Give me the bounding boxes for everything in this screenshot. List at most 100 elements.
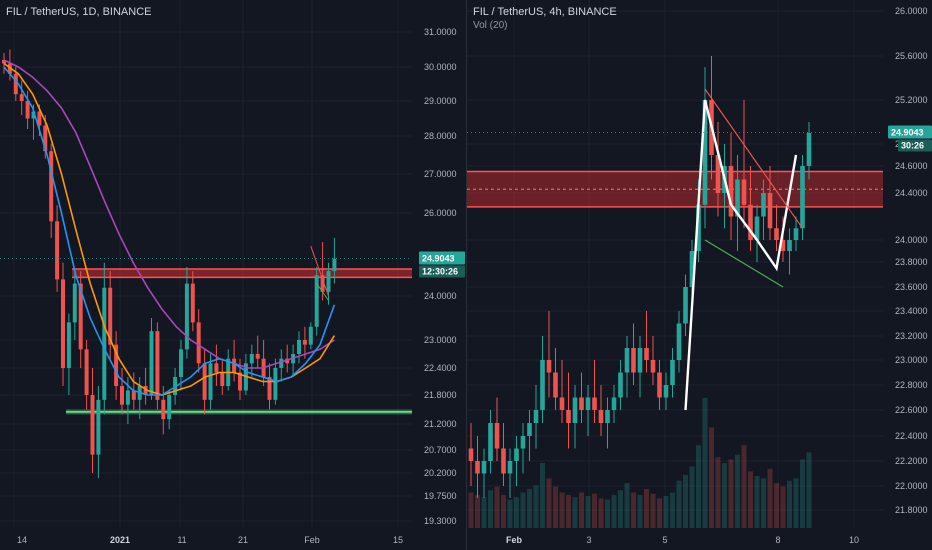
candle-body	[696, 204, 701, 251]
annotation-line	[704, 239, 784, 288]
volume-bar	[761, 478, 766, 528]
x-tick-label: 5	[662, 535, 667, 545]
candle-body	[494, 423, 500, 449]
y-tick-label: 30.0000	[424, 62, 457, 72]
volume-bar	[806, 452, 812, 528]
y-tick-label: 21.8000	[895, 505, 928, 515]
right-chart-svg[interactable]: 26.000025.600025.200024.800024.600024.40…	[467, 0, 932, 550]
candle-body	[663, 385, 669, 398]
volume-bar	[637, 494, 643, 528]
candle-body	[527, 423, 532, 436]
volume-bar	[787, 480, 792, 528]
volume-bar	[780, 486, 786, 528]
candle-body	[55, 221, 60, 280]
left-chart-title: FIL / TetherUS, 1D, BINANCE	[6, 6, 152, 18]
y-tick-label: 19.7500	[424, 491, 457, 501]
y-tick-label: 22.0000	[895, 481, 928, 491]
candle-body	[585, 397, 591, 410]
candle-body	[120, 386, 124, 405]
candle-body	[2, 60, 6, 64]
y-tick-label: 23.0000	[424, 335, 457, 345]
volume-bar	[488, 490, 493, 528]
candle-body	[72, 283, 77, 323]
candle-body	[475, 461, 480, 474]
volume-bar	[514, 497, 519, 528]
volume-bar	[670, 492, 675, 528]
right-chart-panel[interactable]: 26.000025.600025.200024.800024.600024.40…	[467, 0, 932, 550]
x-tick-label: 14	[17, 535, 27, 545]
y-tick-label: 21.8000	[424, 390, 457, 400]
volume-bar	[475, 494, 480, 528]
volume-bar	[501, 494, 506, 528]
candle-body	[25, 101, 30, 119]
y-tick-label: 22.6000	[895, 405, 928, 415]
candle-body	[780, 240, 786, 251]
candle-body	[637, 348, 643, 373]
candle-body	[302, 340, 307, 345]
y-tick-label: 23.0000	[895, 355, 928, 365]
y-tick-label: 26.0000	[424, 208, 457, 218]
volume-bar	[657, 498, 662, 528]
candle-body	[184, 283, 189, 350]
y-tick-label: 19.3000	[424, 516, 457, 526]
moving-average-line	[3, 59, 335, 369]
volume-bar	[520, 492, 526, 528]
last-price-label: 24.9043	[891, 128, 924, 138]
candle-body	[676, 323, 682, 360]
candle-body	[61, 279, 65, 368]
candle-body	[125, 390, 130, 405]
annotation-line	[684, 99, 798, 411]
candle-body	[320, 275, 325, 292]
volume-bar	[748, 471, 753, 528]
candle-body	[611, 397, 617, 410]
candle-body	[114, 344, 119, 386]
volume-bar	[800, 459, 805, 528]
candle-body	[650, 360, 656, 373]
candle-body	[507, 461, 513, 474]
volume-bar	[696, 445, 701, 528]
candle-body	[800, 166, 805, 229]
candle-body	[468, 448, 474, 461]
candle-body	[689, 251, 695, 287]
x-tick-label: 2021	[110, 535, 130, 545]
y-tick-label: 24.4000	[895, 188, 928, 198]
x-tick-label: 11	[177, 535, 186, 545]
moving-average-line	[3, 62, 336, 396]
candle-body	[579, 397, 584, 410]
candle-body	[572, 397, 578, 423]
candle-body	[553, 372, 558, 398]
y-tick-label: 25.6000	[895, 51, 928, 61]
candle-body	[78, 283, 83, 350]
candle-body	[326, 271, 331, 292]
y-tick-label: 31.0000	[424, 27, 457, 37]
candle-body	[279, 358, 284, 368]
last-price-label: 24.9043	[422, 253, 455, 263]
y-tick-label: 25.2000	[895, 95, 928, 105]
candle-body	[220, 372, 225, 386]
trend-line	[316, 283, 329, 301]
candle-body	[267, 377, 272, 400]
volume-bar	[559, 492, 565, 528]
left-chart-panel[interactable]: 31.0000 30.0000 29.0000 28.0000 27.0000 26.00…	[0, 0, 466, 550]
panel-divider[interactable]	[466, 0, 467, 550]
volume-bar	[644, 489, 649, 528]
y-tick-label: 20.2000	[424, 468, 457, 478]
left-chart-svg[interactable]: 31.0000 30.0000 29.0000 28.0000 27.0000 26.00…	[0, 0, 466, 550]
volume-bar	[650, 493, 656, 528]
volume-bar	[663, 496, 669, 528]
candle-body	[273, 368, 278, 400]
candle-body	[748, 204, 753, 240]
volume-bar	[598, 498, 604, 528]
x-tick-label: 3	[586, 535, 591, 545]
countdown-label: 12:30:26	[422, 266, 458, 276]
candle-body	[481, 461, 487, 474]
volume-bar	[741, 445, 747, 528]
candle-body	[155, 331, 160, 400]
resistance-zone	[467, 171, 883, 207]
volume-bar	[592, 493, 597, 528]
y-tick-label: 23.4000	[895, 306, 928, 316]
candle-body	[670, 360, 675, 385]
candle-body	[108, 287, 113, 345]
candle-body	[598, 410, 604, 423]
candle-body	[285, 358, 290, 364]
